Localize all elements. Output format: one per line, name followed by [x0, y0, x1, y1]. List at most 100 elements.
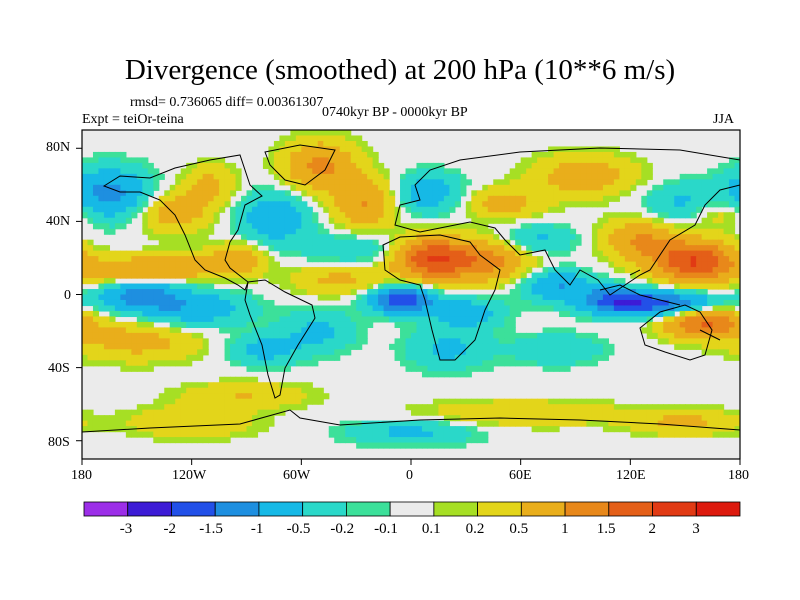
- field-cell: [180, 267, 187, 274]
- field-cell: [356, 442, 363, 449]
- field-cell: [624, 228, 631, 235]
- field-cell: [421, 162, 429, 169]
- field-cell: [323, 332, 330, 339]
- field-cell: [498, 338, 505, 345]
- field-cell: [367, 168, 374, 175]
- field-cell: [718, 217, 725, 224]
- field-cell: [312, 217, 319, 224]
- field-cell: [652, 190, 659, 197]
- field-cell: [487, 310, 494, 318]
- field-cell: [153, 404, 160, 411]
- field-cell: [663, 426, 670, 433]
- field-cell: [657, 305, 664, 312]
- field-cell: [460, 404, 467, 411]
- field-cell: [290, 234, 297, 241]
- field-cell: [87, 217, 94, 224]
- field-cell: [186, 256, 193, 263]
- field-cell: [257, 195, 264, 202]
- field-cell: [548, 398, 555, 405]
- field-cell: [487, 305, 494, 312]
- field-cell: [608, 404, 615, 411]
- field-cell: [454, 245, 461, 252]
- field-cell: [235, 245, 242, 252]
- field-cell: [652, 250, 659, 257]
- field-cell: [241, 278, 248, 285]
- field-cell: [624, 426, 631, 433]
- field-cell: [630, 420, 637, 427]
- field-cell: [674, 420, 681, 427]
- field-cell: [279, 157, 286, 164]
- field-cell: [427, 239, 434, 246]
- field-cell: [668, 256, 675, 263]
- field-cell: [109, 289, 116, 296]
- field-cell: [427, 327, 434, 334]
- field-cell: [98, 223, 105, 230]
- field-cell: [197, 289, 204, 296]
- field-cell: [493, 190, 500, 197]
- field-cell: [454, 184, 461, 191]
- field-cell: [350, 151, 357, 159]
- field-cell: [526, 343, 533, 350]
- field-cell: [197, 426, 204, 433]
- field-cell: [668, 190, 675, 197]
- field-cell: [197, 173, 204, 180]
- field-cell: [339, 338, 346, 345]
- field-cell: [180, 217, 187, 224]
- field-cell: [235, 278, 242, 285]
- field-cell: [345, 206, 352, 213]
- field-cell: [180, 195, 187, 202]
- field-cell: [284, 310, 291, 318]
- field-cell: [405, 223, 412, 230]
- field-cell: [646, 223, 653, 230]
- field-cell: [515, 332, 522, 339]
- field-cell: [158, 354, 165, 361]
- field-cell: [537, 157, 544, 164]
- field-cell: [493, 327, 500, 334]
- field-cell: [729, 239, 736, 246]
- field-cell: [158, 393, 165, 400]
- field-cell: [136, 283, 143, 290]
- field-cell: [471, 332, 478, 339]
- field-cell: [361, 201, 368, 208]
- field-cell: [504, 294, 511, 301]
- x-tick-label: 120E: [616, 468, 646, 483]
- field-cell: [482, 272, 489, 279]
- field-cell: [175, 343, 182, 350]
- field-cell: [613, 261, 620, 268]
- field-cell: [405, 206, 412, 213]
- field-cell: [208, 426, 215, 433]
- field-cell: [224, 409, 231, 416]
- field-cell: [564, 305, 571, 312]
- field-cell: [635, 245, 642, 252]
- field-cell: [169, 195, 176, 202]
- field-cell: [438, 190, 445, 197]
- field-cell: [421, 289, 429, 296]
- field-cell: [487, 332, 494, 339]
- field-cell: [657, 195, 664, 202]
- field-cell: [82, 179, 89, 186]
- field-cell: [591, 234, 599, 241]
- field-cell: [334, 343, 341, 350]
- field-cell: [580, 360, 588, 367]
- field-cell: [575, 338, 582, 345]
- field-cell: [230, 343, 237, 350]
- field-cell: [328, 267, 335, 274]
- field-cell: [235, 217, 242, 224]
- field-cell: [548, 151, 555, 159]
- field-cell: [674, 338, 681, 345]
- field-cell: [411, 420, 418, 427]
- field-cell: [668, 332, 675, 339]
- field-cell: [548, 195, 555, 202]
- field-cell: [674, 278, 681, 285]
- field-cell: [646, 404, 653, 411]
- field-cell: [356, 206, 363, 213]
- field-cell: [92, 354, 100, 361]
- field-cell: [175, 354, 182, 361]
- field-cell: [526, 289, 533, 296]
- field-cell: [608, 239, 615, 246]
- field-cell: [279, 382, 286, 389]
- field-cell: [367, 217, 374, 224]
- field-cell: [652, 272, 659, 279]
- field-cell: [701, 343, 708, 350]
- field-cell: [449, 415, 456, 422]
